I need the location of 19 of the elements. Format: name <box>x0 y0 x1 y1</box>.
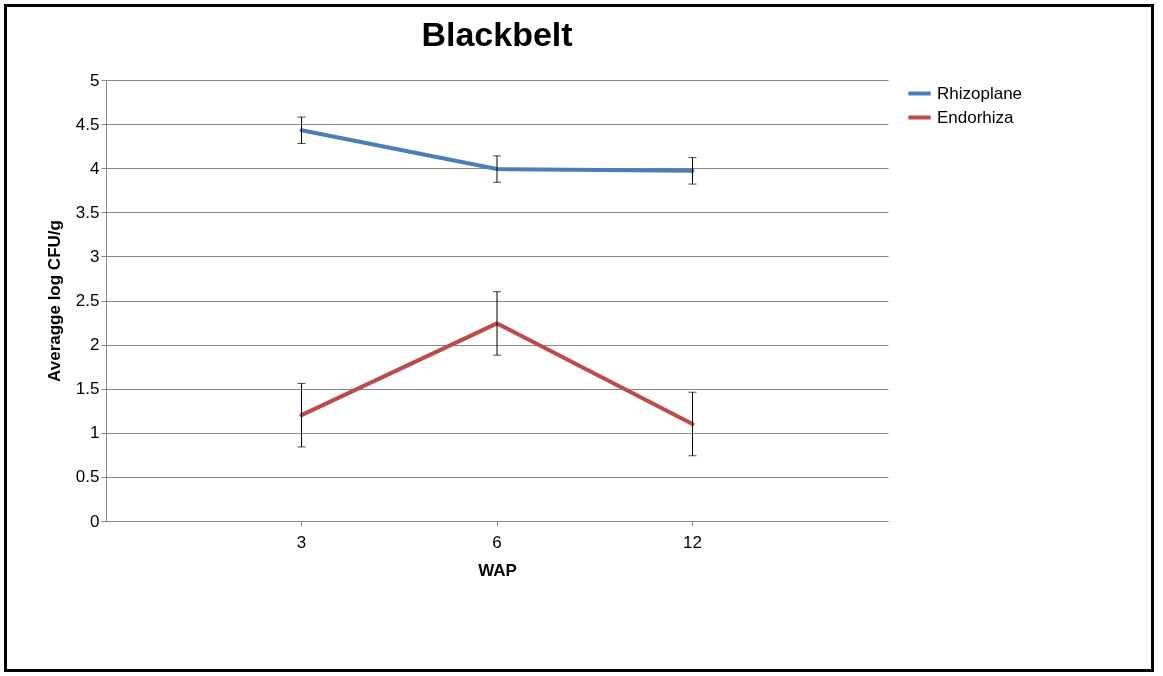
legend-label: Endorhiza <box>937 107 1015 127</box>
y-tick-label: 4 <box>90 158 100 178</box>
y-tick-label: 0.5 <box>75 467 100 487</box>
y-tick-label: 4.5 <box>75 114 100 134</box>
legend-label: Rhizoplane <box>937 83 1023 103</box>
x-tick-label: 12 <box>683 532 702 552</box>
y-tick-label: 2 <box>90 335 100 355</box>
y-tick-label: 1.5 <box>75 379 100 399</box>
x-tick-label: 6 <box>492 532 502 552</box>
y-tick-label: 5 <box>90 70 100 90</box>
y-tick-label: 2.5 <box>75 291 100 310</box>
y-axis-title: Averagge log CFU/g <box>44 220 64 382</box>
y-tick-label: 3 <box>90 246 100 266</box>
x-axis-title: WAP <box>478 560 517 580</box>
y-tick-label: 3.5 <box>75 202 100 222</box>
y-tick-label: 0 <box>90 511 100 531</box>
chart-title: Blackbelt <box>421 15 573 53</box>
x-tick-label: 3 <box>296 532 307 552</box>
y-tick-label: 1 <box>90 423 100 443</box>
